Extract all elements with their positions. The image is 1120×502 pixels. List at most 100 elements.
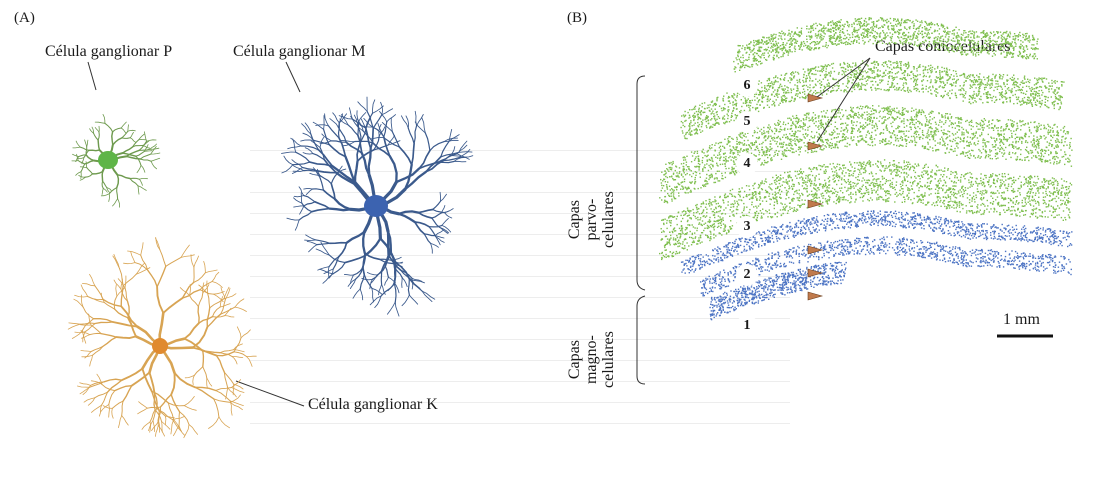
cell-dot [799,125,801,127]
cell-dot [738,58,740,60]
cell-dot [942,40,944,43]
cell-dot [693,129,695,131]
cell-dot [922,72,925,74]
cell-dot [776,47,778,49]
cell-dot [988,53,990,55]
cell-dot [872,24,875,26]
cell-dot [963,74,966,76]
cell-dot [981,48,984,51]
cell-dot [980,98,982,101]
cell-dot [1000,95,1003,97]
cell-dot [1011,90,1013,92]
cell-dot [1056,86,1058,89]
cell-dot [875,89,877,91]
cell-dot [973,90,975,93]
cell-dot [872,27,874,30]
cell-dot [822,45,824,47]
cell-dot [1059,106,1061,108]
cell-dot [697,113,699,115]
dendrite [122,385,133,402]
dendrite [230,402,243,411]
cell-dot [958,89,960,91]
cell-dot [717,116,720,118]
cell-dot [1015,142,1017,144]
cell-dot [994,141,996,143]
dendrite [104,122,114,133]
cell-dot [737,151,739,154]
cell-dot [1041,148,1043,151]
cell-dot [749,66,751,68]
cell-dot [1057,98,1059,100]
cell-dot [746,99,748,102]
cell-dot [674,169,676,172]
cell-dot [972,81,975,84]
cell-dot [921,88,923,90]
cell-dot [996,88,999,90]
cell-dot [765,153,767,156]
cell-dot [792,88,795,90]
cell-dot [932,150,934,152]
dendrite [87,296,104,301]
cell-dot [1009,35,1011,37]
cell-dot [783,78,785,81]
cell-dot [964,49,966,51]
cell-dot [838,140,841,143]
cell-dot [838,141,840,143]
cell-dot [810,27,812,30]
cell-dot [904,40,907,42]
cell-dot [1017,39,1019,41]
cell-dot [943,44,946,46]
cell-dot [939,77,941,80]
cell-dot [791,30,793,33]
dendrite [348,107,353,120]
cell-dot [959,93,961,96]
cell-dot [949,31,951,33]
cell-dot [865,122,867,124]
cell-dot [919,32,922,34]
cell-dot [867,130,869,132]
cell-dot [995,96,997,98]
cell-dot [772,40,774,42]
cell-dot [796,85,798,87]
dendrite [388,154,398,184]
cell-dot [1046,141,1048,143]
cell-dot [968,95,971,97]
cell-dot [930,21,933,24]
cell-dot [886,129,888,131]
dendrite [220,299,226,315]
cell-dot [833,34,835,37]
cell-dot [682,170,685,172]
cell-dot [959,118,962,121]
cell-dot [905,145,907,147]
cell-dot [799,151,801,153]
cell-dot [767,83,770,85]
cell-dot [865,35,867,38]
cell-dot [787,117,789,120]
cell-dot [893,85,896,87]
cell-dot [985,93,987,95]
cell-dot [694,178,696,181]
cell-dot [1067,160,1069,163]
dendrite [231,356,244,358]
cell-dot [989,31,992,34]
cell-dot [857,140,859,142]
cell-dot [932,42,935,45]
cell-dot [759,158,761,160]
cell-dot [887,83,889,85]
cell-dot [1069,144,1071,146]
cell-dot [859,74,861,76]
cell-dot [974,53,977,55]
cell-dot [797,90,799,92]
dendrite [315,239,331,244]
cell-dot [854,20,857,22]
cell-dot [1023,96,1026,99]
cell-dot [779,48,781,50]
cell-dot [1011,79,1013,81]
cell-dot [848,65,851,67]
cell-dot [747,98,749,100]
cell-dot [828,85,831,87]
cell-dot [1036,40,1038,43]
cell-dot [759,56,761,58]
cell-dot [985,92,987,94]
cell-dot [811,117,813,120]
